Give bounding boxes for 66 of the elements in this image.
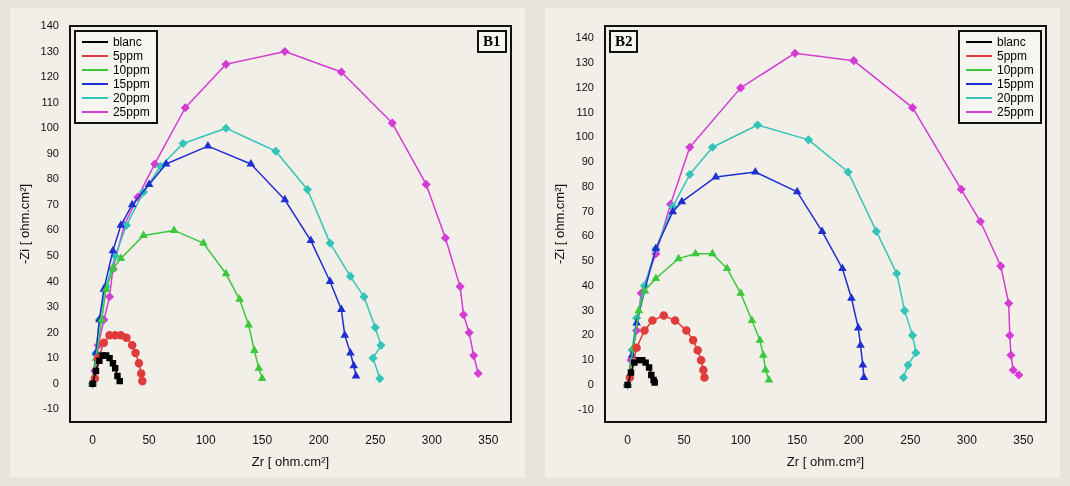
legend-label: 20ppm — [112, 91, 150, 105]
y-tick-label: 40 — [581, 278, 594, 291]
y-tick-label: 70 — [46, 197, 59, 210]
legend-label: 25ppm — [112, 105, 150, 119]
legend-label: blanc — [112, 35, 142, 49]
x-tick-label: 50 — [142, 432, 157, 447]
annotation: B2 — [608, 30, 639, 53]
legend-label: 15ppm — [997, 77, 1034, 91]
x-tick-label: 150 — [787, 432, 808, 447]
x-tick-label: 150 — [252, 432, 273, 447]
legend-label: 20ppm — [997, 91, 1034, 105]
y-tick-label: 50 — [46, 248, 59, 261]
y-tick-label: 100 — [575, 130, 594, 143]
x-axis-title: Zr [ ohm.cm²] — [251, 453, 330, 469]
y-tick-label: 30 — [46, 300, 59, 313]
y-tick-label: 60 — [46, 223, 59, 236]
y-tick-label: 30 — [581, 303, 594, 316]
x-tick-label: 300 — [956, 432, 978, 447]
y-tick-label: 10 — [581, 353, 594, 366]
legend-label: blanc — [997, 35, 1026, 49]
x-tick-label: 300 — [421, 432, 443, 447]
x-tick-label: 0 — [624, 432, 632, 447]
y-tick-label: 110 — [576, 105, 594, 118]
y-tick-label: 20 — [46, 325, 59, 338]
y-tick-label: 130 — [575, 56, 594, 69]
y-tick-label: 140 — [575, 31, 594, 44]
y-tick-label: 50 — [581, 254, 594, 267]
y-tick-label: 130 — [40, 44, 59, 57]
legend-label: 15ppm — [112, 77, 150, 91]
legend-label: 25ppm — [997, 105, 1034, 119]
y-tick-label: 120 — [575, 80, 594, 93]
x-tick-label: 50 — [677, 432, 692, 447]
y-tick-label: 80 — [581, 179, 594, 192]
y-axis-title: -Zi [ ohm.cm²] — [552, 183, 568, 265]
y-tick-label: 10 — [46, 351, 59, 364]
legend-label: 10ppm — [997, 63, 1034, 77]
x-tick-label: 0 — [89, 432, 97, 447]
y-tick-label: 0 — [52, 376, 59, 389]
y-tick-label: 100 — [40, 121, 59, 134]
y-tick-label: -10 — [578, 402, 594, 415]
y-tick-label: 40 — [46, 274, 59, 287]
y-tick-label: 110 — [41, 95, 59, 108]
legend-label: 5ppm — [997, 49, 1028, 63]
x-tick-label: 250 — [900, 432, 921, 447]
x-tick-label: 200 — [843, 432, 865, 447]
x-tick-label: 250 — [365, 432, 386, 447]
y-tick-label: 120 — [40, 70, 59, 83]
y-tick-label: 60 — [581, 229, 594, 242]
y-tick-label: 80 — [46, 172, 59, 185]
y-tick-label: 0 — [587, 377, 594, 390]
x-tick-label: 100 — [195, 432, 216, 447]
legend-label: 10ppm — [112, 63, 150, 77]
y-tick-label: 20 — [581, 328, 594, 341]
y-tick-label: 90 — [581, 155, 594, 168]
x-axis-title: Zr [ ohm.cm²] — [786, 453, 865, 469]
x-tick-label: 350 — [1013, 432, 1034, 447]
x-tick-label: 100 — [730, 432, 751, 447]
y-tick-label: 140 — [40, 19, 59, 32]
x-tick-label: 200 — [308, 432, 330, 447]
x-tick-label: 350 — [478, 432, 499, 447]
legend-label: 5ppm — [112, 49, 143, 63]
y-tick-label: 90 — [46, 146, 59, 159]
y-tick-label: -10 — [43, 402, 59, 415]
y-tick-label: 70 — [581, 204, 594, 217]
y-axis-title: -Zi [ ohm.cm²] — [17, 183, 33, 265]
annotation: B1 — [477, 30, 507, 53]
